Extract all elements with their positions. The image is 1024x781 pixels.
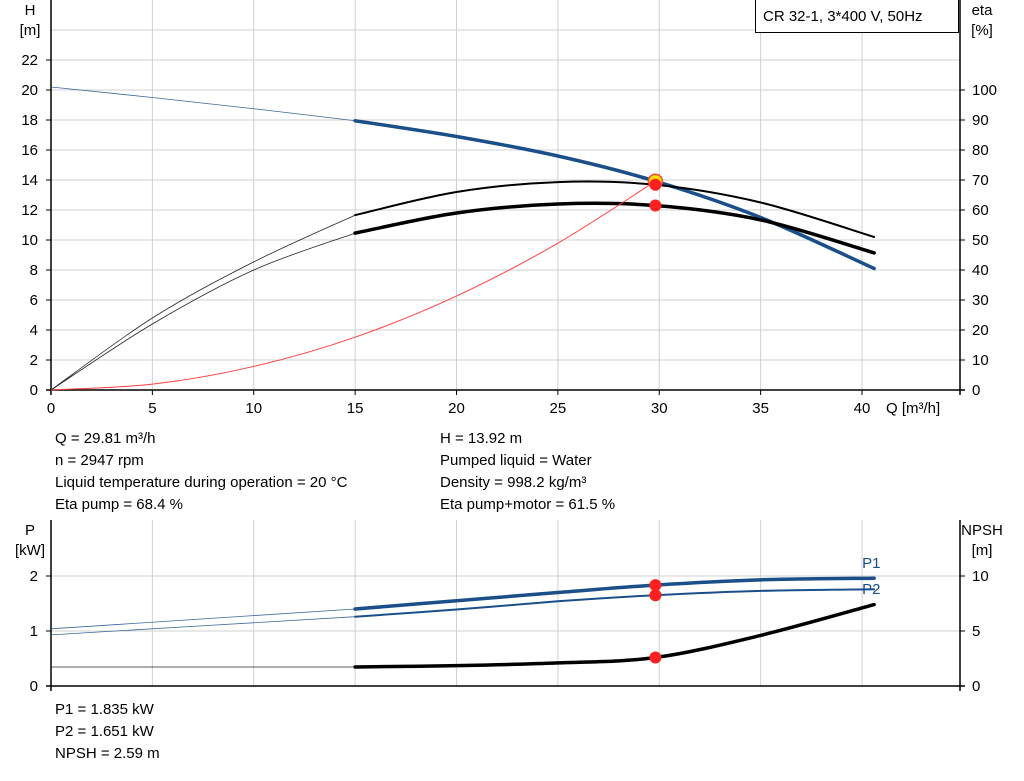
y-left-tick-label: 20 bbox=[21, 82, 38, 99]
y-right-tick-label: 50 bbox=[972, 232, 989, 249]
temperature-readout: Liquid temperature during operation = 20… bbox=[55, 474, 348, 491]
series-label-p2: P2 bbox=[862, 581, 880, 598]
y-left-tick-label: 10 bbox=[21, 232, 38, 249]
h-curve-extrapolated bbox=[50, 86, 356, 122]
y-left-tick-label: 4 bbox=[30, 322, 38, 339]
info-left: Q = 29.81 m³/h n = 2947 rpm Liquid tempe… bbox=[55, 428, 347, 516]
y-left-tick-label: 1 bbox=[30, 623, 38, 640]
eta-pump-motor-curve bbox=[353, 201, 876, 255]
legend-text: CR 32-1, 3*400 V, 50Hz bbox=[763, 8, 923, 25]
x-tick-label: 40 bbox=[854, 400, 871, 417]
eta-pump-curve-extrapolated bbox=[50, 214, 356, 391]
npsh-curve bbox=[353, 602, 876, 669]
duty-point-marker bbox=[649, 579, 662, 592]
x-tick-label: 25 bbox=[550, 400, 567, 417]
h-curve bbox=[353, 119, 876, 271]
eta-total-readout: Eta pump+motor = 61.5 % bbox=[440, 496, 616, 513]
y-left-tick-label: 14 bbox=[21, 172, 38, 189]
p2-curve-extrapolated bbox=[50, 616, 356, 636]
y-right-tick-label: 10 bbox=[972, 568, 989, 585]
y-right-tick-label: 100 bbox=[972, 82, 997, 99]
duty-point-marker bbox=[649, 651, 662, 664]
speed-readout: n = 2947 rpm bbox=[55, 452, 144, 469]
eta-pump-readout: Eta pump = 68.4 % bbox=[55, 496, 183, 513]
legend-box bbox=[755, 0, 959, 33]
x-tick-label: 35 bbox=[752, 400, 769, 417]
y-left-tick-label: 0 bbox=[30, 678, 38, 695]
x-tick-label: 0 bbox=[47, 400, 55, 417]
y-left-axis-unit: [m] bbox=[20, 22, 41, 39]
eta-pump-curve bbox=[354, 180, 876, 238]
duty-point-marker bbox=[649, 199, 662, 212]
npsh-readout: NPSH = 2.59 m bbox=[55, 745, 160, 762]
y-left-tick-label: 2 bbox=[30, 352, 38, 369]
flow-readout: Q = 29.81 m³/h bbox=[55, 430, 156, 447]
x-tick-label: 10 bbox=[245, 400, 262, 417]
p2-readout: P2 = 1.651 kW bbox=[55, 723, 154, 740]
y-right-tick-label: 60 bbox=[972, 202, 989, 219]
x-axis-label: Q [m³/h] bbox=[886, 400, 940, 417]
y-left-tick-label: 18 bbox=[21, 112, 38, 129]
p1-curve bbox=[353, 576, 876, 611]
p1-curve-extrapolated bbox=[50, 608, 356, 630]
y-right-tick-label: 40 bbox=[972, 262, 989, 279]
y-right-tick-label: 0 bbox=[972, 678, 980, 695]
x-tick-label: 5 bbox=[148, 400, 156, 417]
y-left-tick-label: 6 bbox=[30, 292, 38, 309]
y-right-tick-label: 80 bbox=[972, 142, 989, 159]
duty-point-marker bbox=[649, 589, 662, 602]
y-left-tick-label: 16 bbox=[21, 142, 38, 159]
y-left-tick-label: 0 bbox=[30, 382, 38, 399]
eta-pump-motor-curve-extrapolated bbox=[50, 232, 356, 391]
y-left-tick-label: 22 bbox=[21, 52, 38, 69]
p1-readout: P1 = 1.835 kW bbox=[55, 701, 154, 718]
y-right-tick-label: 70 bbox=[972, 172, 989, 189]
y-right-tick-label: 5 bbox=[972, 623, 980, 640]
y-right-axis-label: eta bbox=[972, 2, 994, 19]
y-right-tick-label: 30 bbox=[972, 292, 989, 309]
density-readout: Density = 998.2 kg/m³ bbox=[440, 474, 587, 491]
y-right-tick-label: 10 bbox=[972, 352, 989, 369]
y-right-tick-label: 90 bbox=[972, 112, 989, 129]
p2-curve bbox=[354, 588, 876, 618]
y-left-tick-label: 8 bbox=[30, 262, 38, 279]
y-right-axis-unit: [%] bbox=[971, 22, 993, 39]
x-tick-label: 20 bbox=[448, 400, 465, 417]
y-right-axis-unit: [m] bbox=[972, 542, 993, 559]
x-tick-label: 30 bbox=[651, 400, 668, 417]
info-bottom: P1 = 1.835 kW P2 = 1.651 kW NPSH = 2.59 … bbox=[55, 699, 160, 765]
liquid-readout: Pumped liquid = Water bbox=[440, 452, 592, 469]
y-left-axis-label: H bbox=[25, 2, 36, 19]
x-tick-label: 15 bbox=[347, 400, 364, 417]
y-left-tick-label: 2 bbox=[30, 568, 38, 585]
duty-point-marker bbox=[649, 178, 662, 191]
y-left-axis-label: P bbox=[25, 522, 35, 539]
system-curve bbox=[50, 180, 656, 391]
y-right-tick-label: 0 bbox=[972, 382, 980, 399]
y-left-axis-unit: [kW] bbox=[15, 542, 45, 559]
info-right: H = 13.92 m Pumped liquid = Water Densit… bbox=[440, 428, 615, 516]
head-readout: H = 13.92 m bbox=[440, 430, 523, 447]
y-right-axis-label: NPSH bbox=[961, 522, 1003, 539]
series-label-p1: P1 bbox=[862, 555, 880, 572]
y-left-tick-label: 12 bbox=[21, 202, 38, 219]
y-right-tick-label: 20 bbox=[972, 322, 989, 339]
